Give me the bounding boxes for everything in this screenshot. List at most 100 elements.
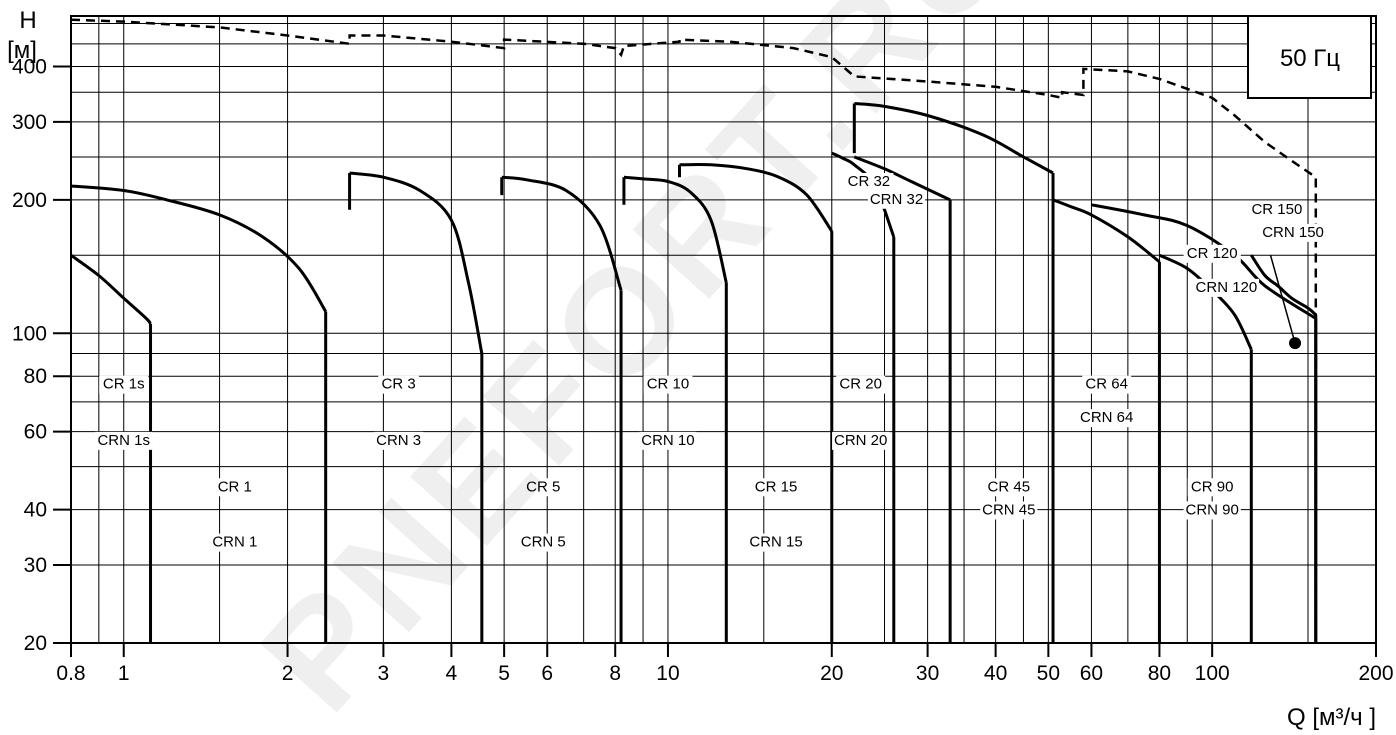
zone-label-bg (210, 533, 260, 552)
zone-label-bg (1260, 223, 1326, 242)
y-tick-label: 20 (24, 632, 47, 655)
zone-label: CR 5 (526, 478, 560, 495)
zone-label-bg (643, 375, 693, 394)
envelope-line (70, 18, 1318, 643)
plot-frame (70, 15, 1377, 644)
x-tick-label: 4 (446, 662, 458, 685)
y-tick-label: 60 (24, 421, 47, 444)
zone-label-bg (374, 431, 424, 450)
zone-label: CRN 150 (1262, 224, 1324, 241)
curve-line-cr1s (70, 253, 152, 325)
x-tick-label: 5 (498, 662, 510, 685)
curve-cr3 (348, 171, 484, 643)
zone-label-bg (518, 533, 568, 552)
zone-label-bg (747, 533, 805, 552)
y-axis-unit: [м] (7, 37, 37, 64)
zone-label: CR 90 (1191, 478, 1234, 495)
x-tick-label: 30 (916, 662, 939, 685)
x-tick-label: 50 (1037, 662, 1060, 685)
x-tick-label: 200 (1358, 662, 1393, 685)
x-tick-label: 100 (1195, 662, 1230, 685)
x-tick-label: 60 (1080, 662, 1103, 685)
zone-label: CR 120 (1187, 245, 1238, 262)
x-tick-label: 1 (118, 662, 130, 685)
curve-cr32 (852, 102, 1055, 643)
frequency-badge-text: 50 Гц (1280, 45, 1340, 72)
zone-label-bg (832, 431, 890, 450)
zone-label-bg (751, 478, 801, 497)
zone-label-bg (1183, 244, 1241, 263)
curve-line-cr32 (854, 102, 1054, 175)
curve-cr5 (500, 175, 623, 643)
zone-label-bg (1183, 501, 1241, 520)
zone-label-bg (1187, 478, 1237, 497)
max-head-envelope (70, 18, 1318, 643)
axes: 0.8 1 2 3 4 5 6 8 10 20 30 40 50 60 80 100 200 20 30 40 60 80… (12, 15, 1394, 685)
x-tick-label: 40 (984, 662, 1007, 685)
zone-label-bg (639, 431, 697, 450)
zone-label: CRN 64 (1080, 409, 1133, 426)
zone-label-bg (984, 478, 1034, 497)
curve-line-cr90 (1091, 203, 1317, 320)
zone-label: CR 3 (382, 376, 416, 393)
x-axis-label: Q [м³/ч ] (1287, 704, 1376, 731)
zone-label: CRN 32 (870, 191, 923, 208)
marker-dot (1289, 337, 1302, 350)
curve-cr120 (1158, 253, 1253, 643)
zone-label-bg (1248, 200, 1306, 219)
zone-label: CRN 120 (1196, 279, 1258, 296)
zone-label: CR 15 (755, 478, 798, 495)
curve-cr1 (70, 184, 328, 643)
zone-label: CR 10 (647, 376, 690, 393)
zone-label: CRN 3 (376, 432, 421, 449)
y-tick-label: 30 (24, 554, 47, 577)
zone-label-bg (1082, 375, 1132, 394)
zone-label: CRN 1s (97, 432, 150, 449)
y-tick-label: 40 (24, 499, 47, 522)
pump-curves (70, 102, 1318, 643)
curve-cr15 (677, 162, 834, 643)
y-tick-label: 300 (12, 111, 47, 134)
marker-leader (1269, 255, 1296, 344)
y-tick-label: 100 (12, 322, 47, 345)
zone-label-bg (1193, 278, 1260, 297)
zone-label: CRN 20 (834, 432, 887, 449)
curve-line-cr150 (1250, 254, 1317, 317)
curve-line-cr15 (679, 162, 834, 233)
curve-line-cr45 (853, 155, 951, 202)
zone-label: CRN 10 (641, 432, 694, 449)
y-tick-label: 200 (12, 189, 47, 212)
curve-cr10 (622, 175, 728, 643)
zone-label-bg (522, 478, 564, 497)
curve-line-cr1 (70, 184, 327, 313)
curve-cr1s (70, 253, 153, 643)
zone-label: CR 45 (988, 478, 1031, 495)
x-tick-label: 20 (820, 662, 843, 685)
zone-label: CRN 15 (749, 534, 802, 551)
zone-label-bg (867, 190, 926, 209)
zone-labels: CR 1s CRN 1s CR 1 CRN 1 CR 3 CRN 3 CR 5 CRN 5 CR… (95, 172, 1326, 552)
zone-label: CR 1s (103, 376, 145, 393)
zone-label: CRN 45 (982, 501, 1035, 518)
zone-label: CR 1 (218, 478, 252, 495)
x-tick-label: 80 (1148, 662, 1171, 685)
zone-label-bg (214, 478, 256, 497)
zone-label: CRN 90 (1185, 501, 1238, 518)
zone-label: CR 32 (848, 173, 891, 190)
curve-line-cr5 (501, 175, 623, 291)
zone-label-bg (99, 375, 149, 394)
x-tick-label: 2 (282, 662, 294, 685)
x-tick-label: 3 (378, 662, 390, 685)
x-tick-label: 8 (609, 662, 621, 685)
zone-label: CR 150 (1251, 201, 1302, 218)
x-tick-label: 10 (656, 662, 679, 685)
zone-label-bg (378, 375, 420, 394)
zone-label: CRN 5 (521, 534, 566, 551)
zone-label-bg (844, 172, 894, 191)
zone-label: CRN 1 (212, 534, 257, 551)
zone-label-bg (836, 375, 886, 394)
x-tick-label: 6 (541, 662, 553, 685)
y-tick-label: 80 (24, 365, 47, 388)
zone-label: CR 20 (839, 376, 882, 393)
